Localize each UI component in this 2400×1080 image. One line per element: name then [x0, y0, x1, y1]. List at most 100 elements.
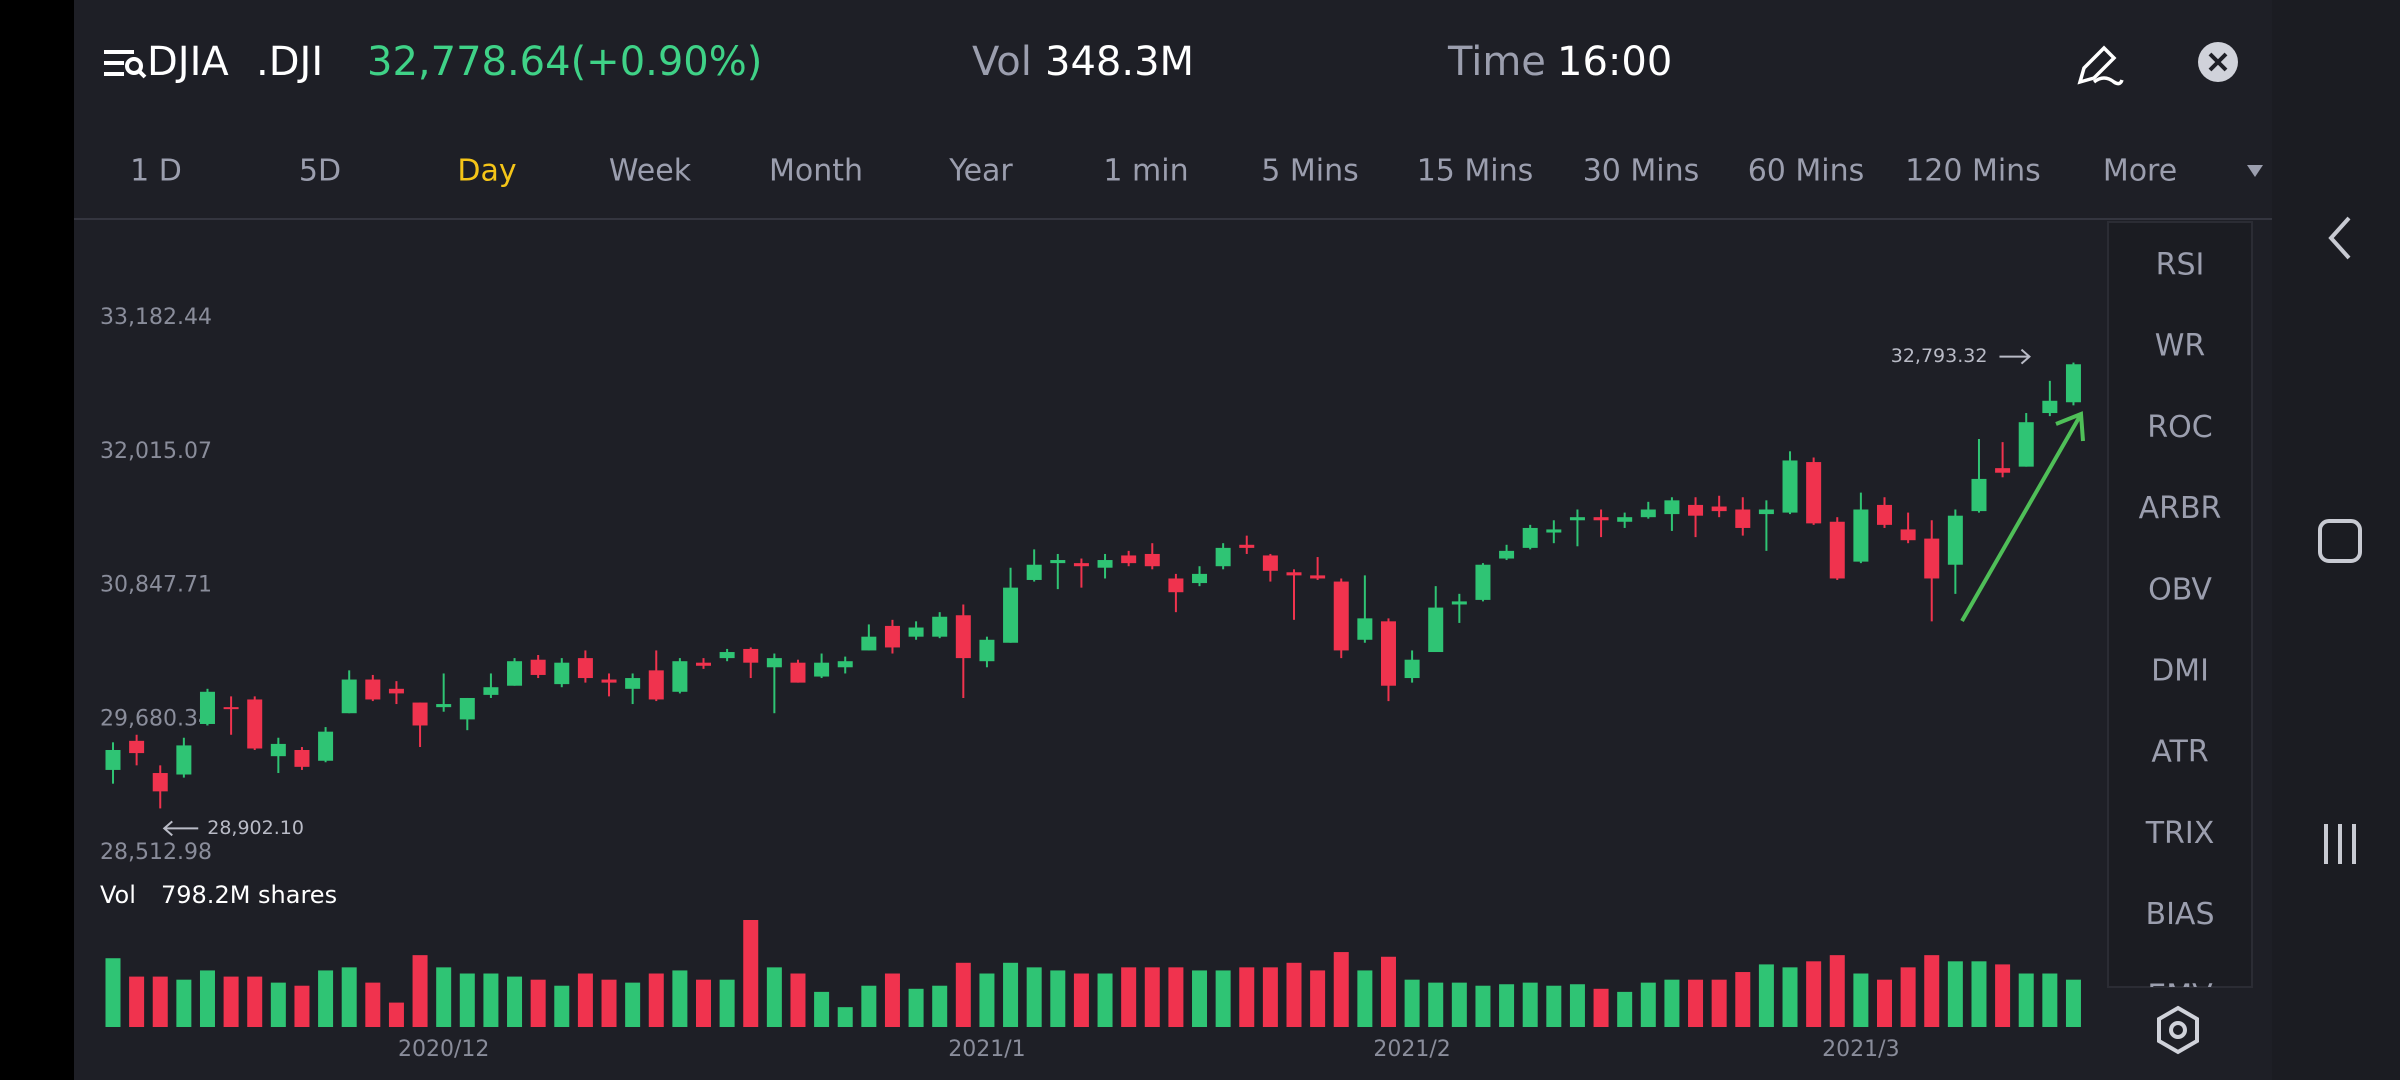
indicator[interactable]: ARBR: [2139, 491, 2222, 526]
candle-body: [459, 697, 475, 720]
indicator[interactable]: ATR: [2151, 735, 2208, 770]
indicator[interactable]: DMI: [2151, 654, 2209, 689]
candle-body: [436, 704, 452, 708]
volume-bar: [1877, 979, 1892, 1027]
tab[interactable]: 1 D: [130, 154, 182, 189]
candle-body: [1617, 517, 1633, 522]
volume-bar: [1286, 962, 1302, 1027]
tab[interactable]: 15 Mins: [1417, 154, 1534, 189]
indicator[interactable]: TRIX: [2145, 816, 2215, 851]
volume-bar: [1664, 979, 1680, 1027]
candle-body: [719, 652, 735, 659]
home-icon[interactable]: [2318, 519, 2362, 563]
volume-bar: [908, 988, 924, 1027]
indicator[interactable]: WR: [2155, 329, 2206, 364]
volume-bar: [176, 979, 192, 1027]
trend-arrow: [1960, 411, 2085, 622]
volume-bar: [837, 1007, 853, 1027]
volume-bar: [719, 979, 735, 1027]
volume-bar: [1806, 961, 1822, 1027]
volume-bar: [743, 920, 759, 1027]
back-icon[interactable]: [2328, 216, 2351, 260]
more-dropdown[interactable]: [2247, 165, 2263, 177]
volume-bar: [1168, 967, 1184, 1027]
candle-body: [1640, 509, 1656, 518]
candle-body: [483, 687, 499, 695]
candle-body: [176, 745, 192, 775]
candlestick-chart: 33,182.44 32,015.07 30,847.71 29,680.34 28,5…: [100, 305, 2081, 1062]
candle-body: [294, 749, 310, 767]
volume-bar: [1003, 962, 1019, 1027]
volume-bar: [341, 967, 357, 1027]
volume-bar: [1640, 982, 1656, 1027]
volume-bar: [1050, 970, 1066, 1027]
indicator[interactable]: BIAS: [2146, 897, 2215, 932]
candle-body: [318, 731, 334, 761]
tab[interactable]: Year: [948, 154, 1013, 189]
candle-body: [1758, 509, 1774, 515]
volume-bar: [1593, 988, 1609, 1027]
candle-body: [625, 678, 641, 689]
tab[interactable]: 120 Mins: [1905, 154, 2041, 189]
candle-body: [672, 661, 688, 692]
indicator[interactable]: RSI: [2156, 248, 2205, 283]
candle-body: [1380, 621, 1396, 686]
volume-bar: [766, 967, 782, 1027]
indicator[interactable]: ROC: [2147, 410, 2212, 445]
candle-body: [766, 658, 782, 668]
candle-body: [1262, 555, 1278, 571]
volume-bar: [1735, 972, 1751, 1027]
tab[interactable]: 60 Mins: [1748, 154, 1865, 189]
indicator[interactable]: EMV: [2147, 978, 2213, 1013]
candle-body: [1333, 581, 1349, 651]
tab[interactable]: Week: [609, 154, 692, 189]
menu-icon[interactable]: [104, 50, 147, 79]
volume-bar: [884, 973, 900, 1027]
tab[interactable]: 5D: [299, 154, 341, 189]
volume-bar: [1995, 964, 2011, 1027]
volume-bar: [129, 976, 145, 1027]
volume-bar: [388, 1002, 404, 1027]
candle-body: [530, 659, 546, 675]
tab[interactable]: Month: [769, 154, 863, 189]
candle-body: [908, 627, 924, 637]
candle-body: [1782, 460, 1798, 513]
tab[interactable]: 1 min: [1103, 154, 1188, 189]
volume-bar: [648, 973, 664, 1027]
settings-button[interactable]: [2157, 1005, 2199, 1055]
candle-body: [1593, 517, 1609, 521]
tab[interactable]: Day: [457, 154, 516, 189]
candle-body: [554, 662, 570, 685]
volume-bar: [436, 967, 452, 1027]
candle-body: [1971, 478, 1987, 512]
tab[interactable]: More: [2103, 154, 2177, 189]
indicator-list: RSI WR ROC ARBR OBV DMI ATR TRIX BIAS EMV: [2139, 248, 2222, 1013]
candle-body: [507, 661, 523, 686]
nav-bar: [2272, 0, 2400, 1080]
candle-body: [861, 636, 877, 651]
recents-icon[interactable]: [2324, 824, 2356, 864]
volume-bar: [1262, 967, 1278, 1027]
volume-bar: [1192, 970, 1208, 1027]
indicator[interactable]: OBV: [2148, 572, 2212, 607]
close-button[interactable]: [2198, 42, 2238, 82]
volume-bar: [1380, 956, 1396, 1027]
volume-bar: [1924, 955, 1940, 1027]
volume-bar: [2042, 973, 2058, 1027]
candle-body: [1451, 601, 1467, 605]
tab[interactable]: 30 Mins: [1583, 154, 1700, 189]
volume-bar: [625, 982, 641, 1027]
tab[interactable]: 5 Mins: [1261, 154, 1359, 189]
volume-bar: [1428, 982, 1444, 1027]
x-tick-label: 2020/12: [398, 1037, 489, 1062]
x-tick-label: 2021/2: [1373, 1037, 1450, 1062]
edit-icon[interactable]: [2077, 45, 2124, 86]
candle-body: [412, 702, 428, 726]
volume-bar: [979, 973, 995, 1027]
candle-body: [601, 679, 617, 683]
volume-bar: [1688, 979, 1704, 1027]
volume-bar: [1499, 984, 1515, 1027]
candle-body: [1947, 515, 1963, 565]
y-tick-label: 30,847.71: [100, 573, 212, 598]
